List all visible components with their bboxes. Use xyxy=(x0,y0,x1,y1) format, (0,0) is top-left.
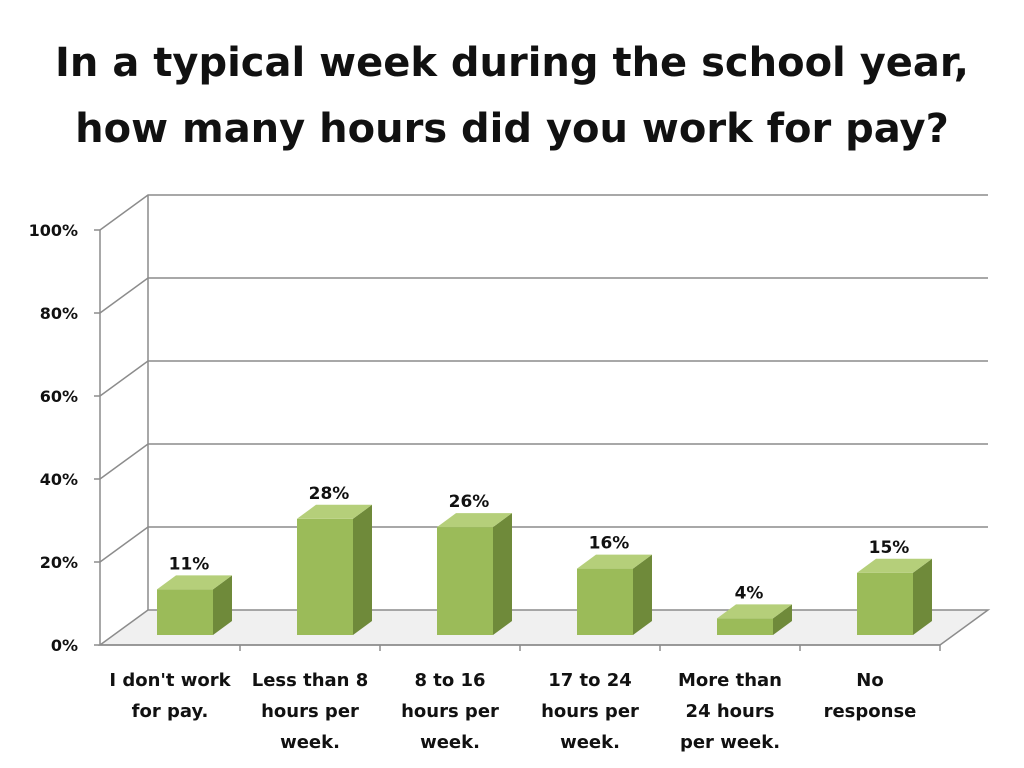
x-category-label: per week. xyxy=(680,732,780,753)
bar xyxy=(577,554,652,635)
bar-top xyxy=(857,558,932,573)
bar-top xyxy=(577,554,652,569)
x-category-label: week. xyxy=(420,732,480,753)
x-category-label: week. xyxy=(560,732,620,753)
gridline xyxy=(99,194,988,231)
x-category-label: hours per xyxy=(541,701,639,722)
x-category-label: I don't work xyxy=(109,670,231,691)
x-category-label: 8 to 16 xyxy=(414,670,485,691)
bar xyxy=(437,513,512,635)
title-line-1: In a typical week during the school year… xyxy=(55,40,969,86)
data-label: 16% xyxy=(589,534,630,554)
bar-top xyxy=(437,513,512,528)
bar-front xyxy=(437,527,493,635)
y-tick-label: 80% xyxy=(40,304,78,323)
bar-side xyxy=(773,604,792,635)
x-category-label: for pay. xyxy=(132,701,209,722)
x-category-label: More than xyxy=(678,670,782,691)
page-title: In a typical week during the school year… xyxy=(0,30,1024,162)
bar-front xyxy=(577,568,633,635)
bar-top xyxy=(297,504,372,519)
x-category-label: week. xyxy=(280,732,340,753)
x-category-label: hours per xyxy=(261,701,359,722)
bar xyxy=(717,604,792,635)
x-category-label: 17 to 24 xyxy=(548,670,632,691)
x-category-label: Less than 8 xyxy=(252,670,369,691)
chart-floor xyxy=(97,609,991,646)
x-category-label: response xyxy=(824,701,917,722)
gridline xyxy=(99,360,988,397)
bar-side xyxy=(493,513,512,635)
bar-top xyxy=(717,604,792,619)
y-tick-label: 0% xyxy=(51,636,78,655)
bar-side xyxy=(213,575,232,635)
x-category-label: 24 hours xyxy=(686,701,775,722)
bar-top xyxy=(157,575,232,590)
bar-front xyxy=(857,572,913,635)
bar-front xyxy=(157,589,213,635)
gridline xyxy=(99,277,988,314)
gridline xyxy=(99,443,988,480)
y-tick-label: 20% xyxy=(40,553,78,572)
data-label: 11% xyxy=(169,554,210,574)
x-category-label: hours per xyxy=(401,701,499,722)
data-label: 26% xyxy=(449,492,490,512)
y-tick-label: 100% xyxy=(29,221,78,240)
bar-front xyxy=(717,618,773,635)
y-tick-label: 60% xyxy=(40,387,78,406)
bar-layer xyxy=(157,504,932,635)
title-line-2: how many hours did you work for pay? xyxy=(75,106,949,152)
data-label: 15% xyxy=(869,538,910,558)
label-layer: 0% 20% 40% 60% 80% 100% 11% I don't work for pay… xyxy=(29,221,917,753)
bar xyxy=(157,575,232,635)
bar xyxy=(297,504,372,635)
bar-side xyxy=(913,558,932,635)
y-tick-label: 40% xyxy=(40,470,78,489)
bar-front xyxy=(297,518,353,635)
x-category-label: No xyxy=(856,670,883,691)
data-label: 28% xyxy=(309,484,350,504)
bar-side xyxy=(353,504,372,635)
bar-side xyxy=(633,554,652,635)
gridline xyxy=(99,526,988,563)
bar xyxy=(857,558,932,635)
data-label: 4% xyxy=(735,583,764,603)
